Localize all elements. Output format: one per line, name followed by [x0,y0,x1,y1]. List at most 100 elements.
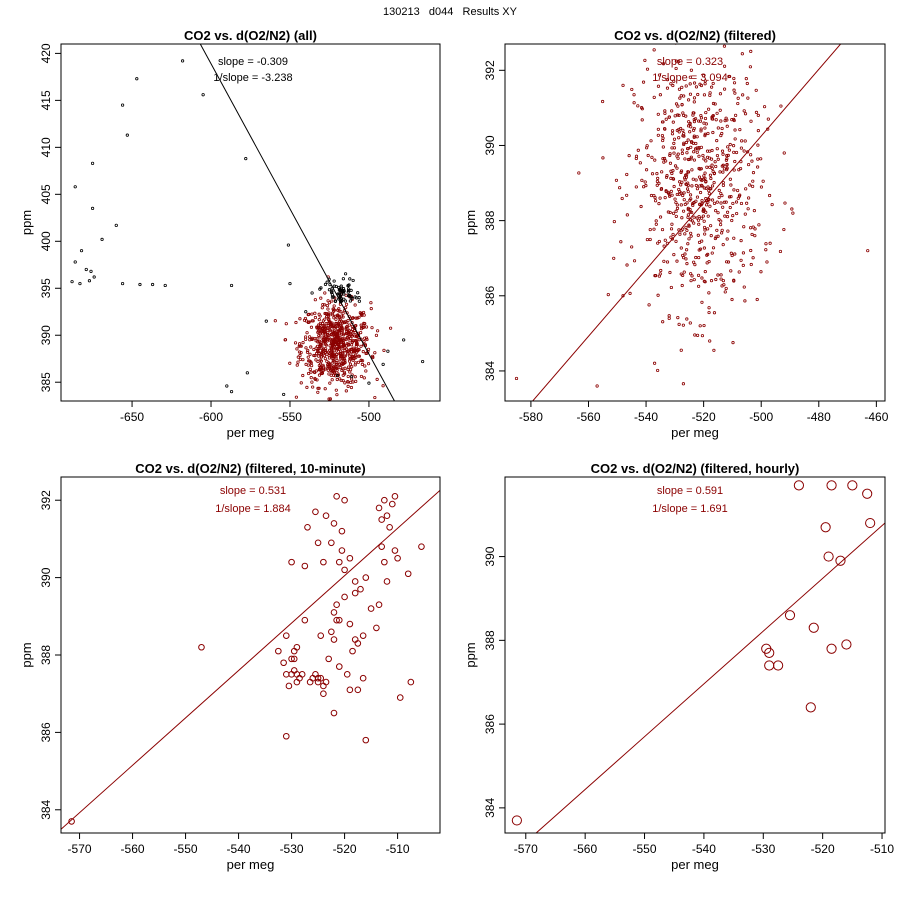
data-point [332,279,336,283]
data-point [722,200,726,204]
data-point [313,311,317,315]
data-point [357,315,361,319]
data-point [310,380,314,384]
data-point [309,325,314,329]
data-point [745,81,749,86]
data-point [606,293,610,297]
data-point [327,288,332,292]
data-point [710,115,714,119]
data-point [793,480,805,491]
data-point [672,79,676,83]
plot-area [511,480,885,833]
data-point [679,348,683,352]
data-point [120,281,125,286]
data-point [317,323,321,327]
data-point [338,355,343,359]
data-point [612,256,616,260]
data-point [700,300,704,304]
data-point [681,382,686,386]
data-point [288,361,292,365]
data-point [697,154,701,158]
data-point [310,312,314,316]
data-point [354,316,358,320]
x-tick-label: -540 [692,842,716,856]
data-point [719,119,723,123]
data-point [741,251,746,255]
data-point [335,332,340,336]
data-point [750,159,754,163]
data-point [310,291,314,295]
data-point [329,354,334,359]
data-point [362,574,370,581]
data-point [692,278,696,282]
data-point [757,223,761,227]
data-point [306,320,310,325]
data-point [366,362,371,366]
data-point [669,189,673,194]
data-point [694,141,698,146]
x-tick-label: -520 [333,842,357,856]
data-point [700,276,704,280]
data-point [710,184,715,188]
data-point [329,367,333,371]
data-point [298,317,302,321]
data-point [330,636,338,643]
data-point [686,206,690,211]
data-point [328,381,332,385]
data-point [678,190,682,194]
data-point [726,145,730,149]
data-point [652,227,656,231]
data-point [754,110,759,114]
data-point [282,632,290,639]
data-point [301,562,309,570]
data-point [659,268,663,273]
plot-area [61,489,440,830]
data-point [670,132,675,136]
data-point [702,93,707,97]
data-point [767,193,772,198]
data-point [364,336,369,340]
data-point [682,191,686,195]
data-point [347,287,351,291]
data-point [318,344,322,348]
x-tick-label: -600 [199,410,223,424]
data-point [290,655,298,663]
data-point [721,170,725,174]
data-point [697,255,701,260]
data-point [334,317,338,321]
data-point [655,183,659,187]
data-point [333,314,337,318]
y-tick-label: 386 [39,722,53,742]
data-point [709,279,714,283]
data-point [349,374,354,379]
data-point [726,229,730,233]
data-point [315,325,319,329]
data-point [388,500,396,508]
data-point [329,353,333,357]
data-point [654,219,658,223]
data-point [643,58,647,62]
data-point [659,187,663,191]
x-tick-label: -560 [121,842,145,856]
data-point [356,349,360,353]
data-point [619,240,623,244]
data-point [708,204,712,208]
data-point [614,178,619,182]
data-point [730,297,734,302]
data-point [297,342,302,346]
data-point [747,196,751,200]
data-point [373,395,377,400]
data-point [686,138,690,142]
data-point [362,340,366,344]
data-point [686,215,690,220]
data-point [685,147,690,151]
data-point [282,732,290,740]
data-point [743,299,747,303]
slope-annotation: slope = 0.591 [657,485,723,497]
page-title: 130213 d044 Results XY [383,6,517,18]
data-point [369,307,373,311]
data-point [386,349,390,353]
data-point [841,639,852,650]
data-point [667,316,671,320]
data-point [375,504,383,512]
